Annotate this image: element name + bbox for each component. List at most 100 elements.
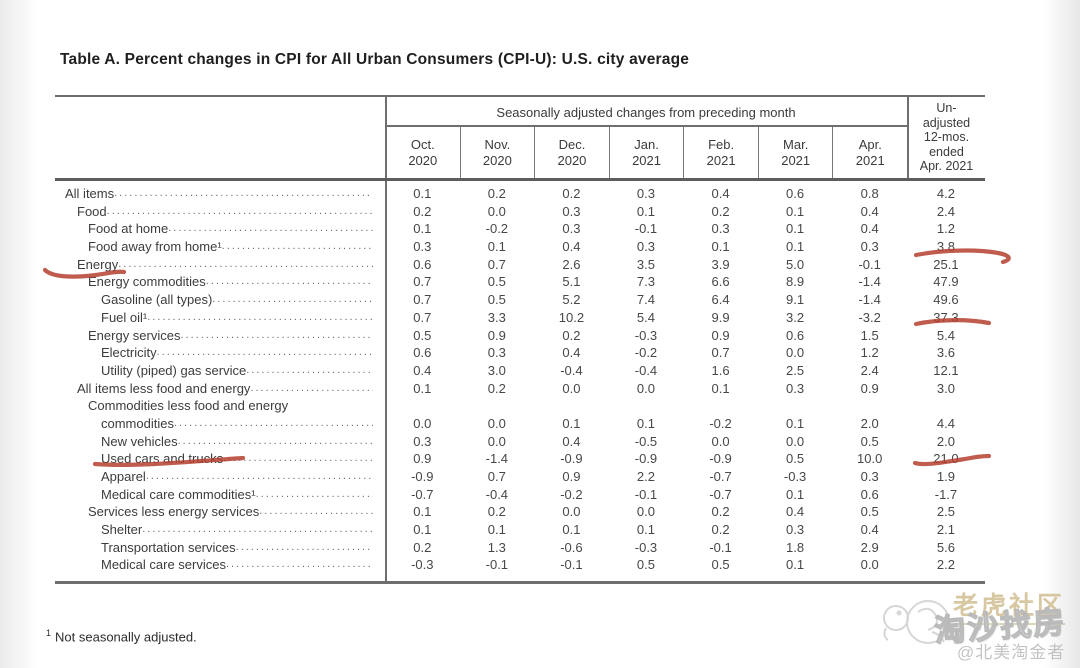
cell-value: 0.2 <box>711 504 730 520</box>
cell-value: 0.3 <box>860 239 879 255</box>
row-label: Transportation services <box>101 539 236 555</box>
cell-value: 0.1 <box>413 522 432 538</box>
cell-value: 0.4 <box>562 345 581 361</box>
cell-value: 0.2 <box>487 380 506 396</box>
cell-value-unadjusted: 5.4 <box>936 327 955 343</box>
cell-value: 6.6 <box>711 274 730 290</box>
cell-value: 0.1 <box>487 522 506 538</box>
dot-leader <box>246 362 373 380</box>
cell-value: 3.3 <box>487 309 506 325</box>
table-row: Energy 0.6 0.7 2.6 3.5 3.9 5.0 -0.1 25.1 <box>55 256 985 274</box>
cell-value: -0.2 <box>634 345 658 361</box>
table-row: Medical care services -0.3 -0.1 -0.1 0.5… <box>55 556 985 574</box>
cell-value-unadjusted: 3.6 <box>936 345 955 361</box>
right-page-edge <box>1044 0 1080 668</box>
cell-value-unadjusted: 2.2 <box>936 557 955 573</box>
cell-value: 1.6 <box>711 362 730 378</box>
month-label: Dec. <box>558 136 586 152</box>
cell-value: 0.5 <box>711 557 730 573</box>
cell-value: 0.0 <box>413 415 432 431</box>
left-page-edge <box>0 0 38 668</box>
year-label: 2020 <box>557 152 587 168</box>
dot-leader <box>107 203 373 221</box>
footnote-text: Not seasonally adjusted. <box>55 629 197 645</box>
dot-leader <box>212 291 373 309</box>
cell-value: 3.9 <box>711 256 730 272</box>
watermark-community-text: 老虎社区 <box>953 586 1066 625</box>
cell-value: -0.3 <box>783 469 807 484</box>
cell-value: 0.1 <box>711 380 730 396</box>
cell-value-unadjusted: 4.2 <box>936 186 955 201</box>
unadjusted-column-header: Un- adjusted 12-mos. ended Apr. 2021 <box>919 101 974 174</box>
watermark-handle-text: @北美淘金者 <box>957 643 1066 662</box>
row-label: commodities <box>101 415 174 431</box>
cell-value: 0.4 <box>860 203 879 219</box>
dot-leader <box>236 539 373 557</box>
cell-value: 1.3 <box>487 539 506 555</box>
cell-value: 0.6 <box>860 486 879 502</box>
cell-value: 9.1 <box>786 292 805 308</box>
table-row: commodities 0.0 0.0 0.1 0.1 -0.2 0.1 2.0… <box>55 415 985 433</box>
cell-value-unadjusted: 37.3 <box>933 309 959 325</box>
cell-value: 0.8 <box>860 186 879 201</box>
cell-value-unadjusted: 1.2 <box>936 221 955 237</box>
cell-value: 1.5 <box>860 327 879 343</box>
dot-leader <box>146 468 373 486</box>
cell-value: 6.4 <box>711 292 730 308</box>
cell-value: 0.1 <box>413 221 432 237</box>
cell-value: 0.6 <box>786 186 805 201</box>
table-title: Table A. Percent changes in CPI for All … <box>60 51 690 68</box>
table-row: Energy commodities 0.7 0.5 5.1 7.3 6.6 8… <box>55 273 985 291</box>
table-row: Gasoline (all types) 0.7 0.5 5.2 7.4 6.4… <box>55 291 985 309</box>
table-row: Transportation services 0.2 1.3 -0.6 -0.… <box>55 539 985 557</box>
cell-value: 0.7 <box>413 309 432 325</box>
dot-leader <box>226 556 373 574</box>
footnote: 1 Not seasonally adjusted. <box>46 628 197 644</box>
cpi-table: Seasonally adjusted changes from precedi… <box>55 95 985 585</box>
cell-value: -0.9 <box>411 469 434 484</box>
cell-value: -1.4 <box>858 292 881 308</box>
cell-value: 0.2 <box>413 203 432 219</box>
table-row: Food away from home¹ 0.3 0.1 0.4 0.3 0.1… <box>55 238 985 256</box>
cell-value-unadjusted: 2.0 <box>936 433 955 449</box>
cell-value: 0.3 <box>413 239 432 255</box>
cell-value: 3.2 <box>786 309 805 325</box>
cell-value: -0.2 <box>560 486 583 502</box>
cell-value-unadjusted: 2.4 <box>936 203 955 219</box>
cell-value: 5.0 <box>786 256 805 272</box>
cell-value: -0.1 <box>485 557 509 573</box>
cell-value: 0.5 <box>487 274 506 290</box>
header-bottom-border <box>55 178 985 181</box>
cell-value: 2.4 <box>860 362 879 378</box>
dot-leader <box>206 273 373 291</box>
year-label: 2021 <box>855 152 885 168</box>
cell-value: 0.0 <box>636 504 655 520</box>
cell-value: 0.3 <box>413 433 432 449</box>
cell-value: 0.5 <box>860 504 879 520</box>
group-header-underline <box>385 125 907 127</box>
cell-value: 0.3 <box>562 203 581 219</box>
cell-value: 0.1 <box>786 239 805 255</box>
table-row: Utility (piped) gas service 0.4 3.0 -0.4… <box>55 362 985 380</box>
month-header-cell: Dec. 2020 <box>534 127 609 178</box>
cell-value: 10.0 <box>857 451 883 467</box>
row-label: Medical care commodities¹ <box>101 486 256 502</box>
unadjusted-column-divider <box>907 95 909 178</box>
table-row: Shelter 0.1 0.1 0.1 0.1 0.2 0.3 0.4 2.1 <box>55 521 985 539</box>
stub-column-divider <box>385 95 387 583</box>
cell-value: -0.9 <box>634 451 658 467</box>
cell-value: 2.5 <box>786 362 805 378</box>
cell-value: 0.1 <box>562 522 581 538</box>
row-label: Utility (piped) gas service <box>101 362 247 378</box>
cell-value: 8.9 <box>786 274 805 290</box>
cell-value: 2.2 <box>636 469 655 484</box>
cell-value: -0.9 <box>560 451 583 467</box>
dot-leader <box>256 486 373 504</box>
dot-leader <box>250 380 373 398</box>
table-row: Medical care commodities¹ -0.7 -0.4 -0.2… <box>55 486 985 504</box>
table-row: Used cars and trucks 0.9 -1.4 -0.9 -0.9 … <box>55 450 985 468</box>
row-label: Used cars and trucks <box>101 451 224 467</box>
cell-value: -1.4 <box>858 274 881 290</box>
dot-leader <box>118 256 373 274</box>
